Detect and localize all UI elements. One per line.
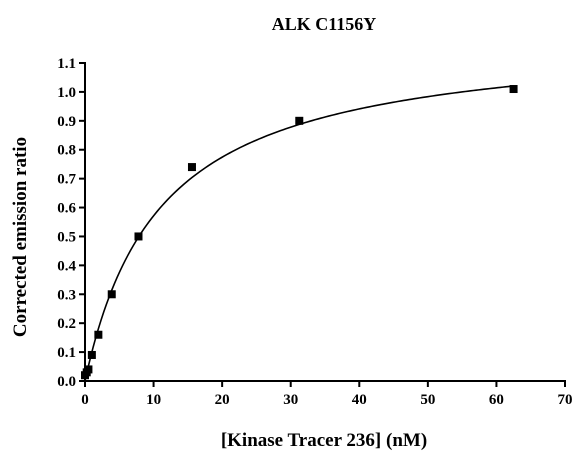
- x-tick-label: 50: [420, 392, 435, 408]
- x-tick-label: 40: [352, 392, 367, 408]
- y-tick-label: 0.1: [57, 345, 76, 361]
- data-point: [94, 330, 103, 339]
- x-tick-label: 60: [489, 392, 504, 408]
- x-tick-label: 70: [558, 392, 573, 408]
- y-tick-label: 0.3: [57, 287, 76, 303]
- y-tick-label: 1.1: [57, 56, 76, 72]
- fit-curve-line: [84, 85, 514, 382]
- y-tick-label: 0.7: [57, 172, 76, 188]
- x-tick-label: 20: [215, 392, 230, 408]
- y-tick-label: 0.6: [57, 201, 76, 217]
- data-point: [187, 163, 196, 172]
- y-tick-label: 0.9: [57, 114, 76, 130]
- y-tick-label: 0.8: [57, 143, 76, 159]
- y-tick-label: 1.0: [57, 85, 76, 101]
- data-points: [81, 85, 518, 380]
- y-axis-label: Corrected emission ratio: [10, 137, 31, 337]
- axes: 0 10 20 30 40 50 60 70 0.0 0.1 0.2 0.3 0.4 0.5 0.6 0.7 0…: [57, 56, 572, 408]
- y-tick-label: 0.0: [57, 374, 76, 390]
- x-tick-label: 10: [146, 392, 161, 408]
- chart-title: ALK C1156Y: [272, 14, 377, 34]
- data-point: [87, 350, 96, 359]
- fit-curve: [84, 85, 514, 382]
- data-point: [295, 116, 304, 125]
- x-axis-label: [Kinase Tracer 236] (nM): [221, 430, 427, 451]
- data-point: [84, 365, 93, 374]
- y-tick-label: 0.2: [57, 316, 76, 332]
- x-tick-label: 30: [283, 392, 298, 408]
- x-tick-label: 0: [81, 392, 89, 408]
- data-point: [134, 232, 143, 241]
- y-tick-label: 0.4: [57, 258, 76, 274]
- data-point: [107, 290, 116, 299]
- y-tick-label: 0.5: [57, 229, 76, 245]
- data-point: [509, 85, 518, 94]
